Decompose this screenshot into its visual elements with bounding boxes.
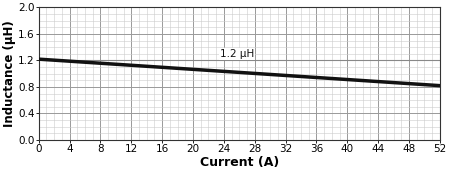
Text: 1.2 μH: 1.2 μH [220,49,254,59]
Y-axis label: Inductance (μH): Inductance (μH) [4,20,17,127]
X-axis label: Current (A): Current (A) [200,155,279,169]
